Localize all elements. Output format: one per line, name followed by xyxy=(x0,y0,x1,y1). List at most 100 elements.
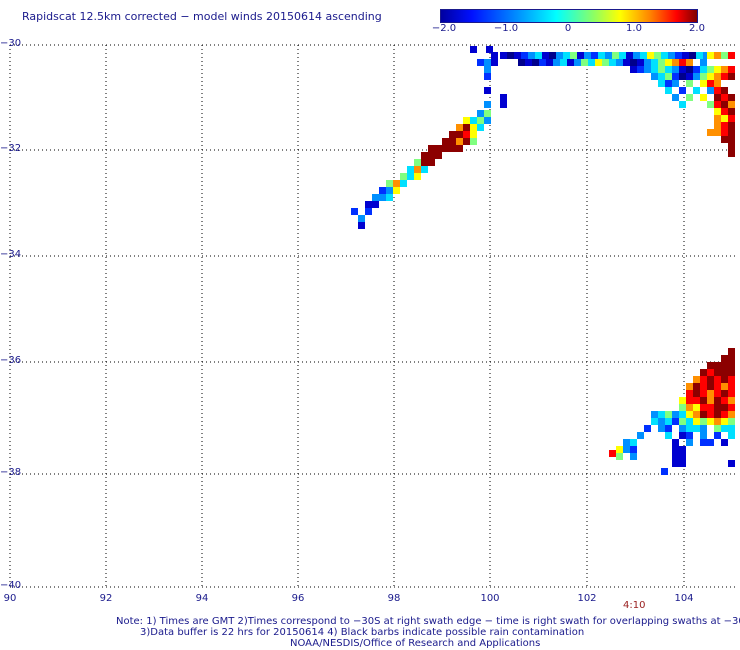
wind-cell xyxy=(728,397,735,404)
wind-cell xyxy=(693,418,700,425)
wind-cell xyxy=(707,404,714,411)
wind-cell xyxy=(728,390,735,397)
wind-cell xyxy=(435,152,442,159)
wind-cell xyxy=(428,159,435,166)
wind-cell xyxy=(686,425,693,432)
wind-cell xyxy=(693,383,700,390)
wind-cell xyxy=(672,94,679,101)
wind-cell xyxy=(619,52,626,59)
wind-cell xyxy=(728,432,735,439)
wind-cell xyxy=(442,145,449,152)
lat-label: −38 xyxy=(0,467,22,478)
wind-cell xyxy=(686,73,693,80)
wind-cell xyxy=(721,108,728,115)
swath-time-label: 4:10 xyxy=(623,600,646,611)
wind-cell xyxy=(728,348,735,355)
lon-label: 100 xyxy=(480,593,500,604)
wind-cell xyxy=(728,460,735,467)
wind-cell xyxy=(602,59,609,66)
wind-cell xyxy=(549,52,556,59)
wind-cell xyxy=(539,59,546,66)
wind-cell xyxy=(484,59,491,66)
wind-cell xyxy=(721,397,728,404)
wind-cell xyxy=(658,66,665,73)
wind-cell xyxy=(672,80,679,87)
wind-cell xyxy=(470,117,477,124)
wind-cell xyxy=(693,376,700,383)
wind-cell xyxy=(560,59,567,66)
colorbar-tick: −1.0 xyxy=(493,23,519,34)
wind-cell xyxy=(714,369,721,376)
wind-cell xyxy=(449,145,456,152)
wind-cell xyxy=(728,143,735,150)
wind-cell xyxy=(400,173,407,180)
wind-cell xyxy=(456,138,463,145)
lon-label: 92 xyxy=(99,593,113,604)
wind-cell xyxy=(721,52,728,59)
wind-cell xyxy=(679,73,686,80)
wind-cell xyxy=(714,404,721,411)
wind-cell xyxy=(686,411,693,418)
wind-cell xyxy=(637,66,644,73)
wind-cell xyxy=(500,52,507,59)
wind-cell xyxy=(351,208,358,215)
note-line-1: Note: 1) Times are GMT 2)Times correspon… xyxy=(116,616,740,627)
wind-cell xyxy=(707,439,714,446)
wind-cell xyxy=(679,66,686,73)
wind-cell xyxy=(407,173,414,180)
wind-cell xyxy=(365,208,372,215)
wind-cell xyxy=(525,59,532,66)
wind-cell xyxy=(640,52,647,59)
wind-cell xyxy=(707,129,714,136)
wind-cell xyxy=(700,94,707,101)
colorbar-tick: 2.0 xyxy=(689,23,705,34)
wind-cell xyxy=(532,59,539,66)
wind-cell xyxy=(686,439,693,446)
wind-cell xyxy=(693,390,700,397)
wind-cell xyxy=(577,52,584,59)
wind-cell xyxy=(714,418,721,425)
wind-cell xyxy=(714,122,721,129)
wind-cell xyxy=(647,52,654,59)
wind-cell xyxy=(714,80,721,87)
wind-cell xyxy=(693,73,700,80)
wind-cell xyxy=(609,450,616,457)
wind-cell xyxy=(358,215,365,222)
wind-cell xyxy=(700,425,707,432)
wind-cell xyxy=(714,376,721,383)
map-title: Rapidscat 12.5km corrected − model winds… xyxy=(22,10,382,23)
colorbar-tick: −2.0 xyxy=(431,23,457,34)
wind-cell xyxy=(721,418,728,425)
wind-cell xyxy=(658,425,665,432)
wind-cell xyxy=(421,166,428,173)
wind-cell xyxy=(721,425,728,432)
wind-cell xyxy=(379,194,386,201)
wind-cell xyxy=(707,418,714,425)
wind-cell xyxy=(400,180,407,187)
colorbar-tick: 1.0 xyxy=(626,23,642,34)
wind-cell xyxy=(449,138,456,145)
wind-cell xyxy=(623,439,630,446)
wind-cell xyxy=(428,145,435,152)
lat-label: −34 xyxy=(0,249,22,260)
wind-cell xyxy=(442,138,449,145)
wind-cell xyxy=(679,432,686,439)
wind-cell xyxy=(386,187,393,194)
wind-cell xyxy=(679,446,686,453)
wind-cell xyxy=(665,418,672,425)
wind-cell xyxy=(689,52,696,59)
wind-cell xyxy=(728,369,735,376)
wind-cell xyxy=(365,201,372,208)
lat-label: −40 xyxy=(0,580,22,591)
wind-cell xyxy=(372,194,379,201)
wind-cell xyxy=(728,150,735,157)
wind-cell xyxy=(728,362,735,369)
wind-cell xyxy=(728,411,735,418)
wind-cell xyxy=(609,59,616,66)
wind-cell xyxy=(414,173,421,180)
wind-cell xyxy=(518,59,525,66)
wind-cell xyxy=(714,108,721,115)
wind-cell xyxy=(484,66,491,73)
wind-cell xyxy=(721,115,728,122)
wind-cell xyxy=(693,404,700,411)
